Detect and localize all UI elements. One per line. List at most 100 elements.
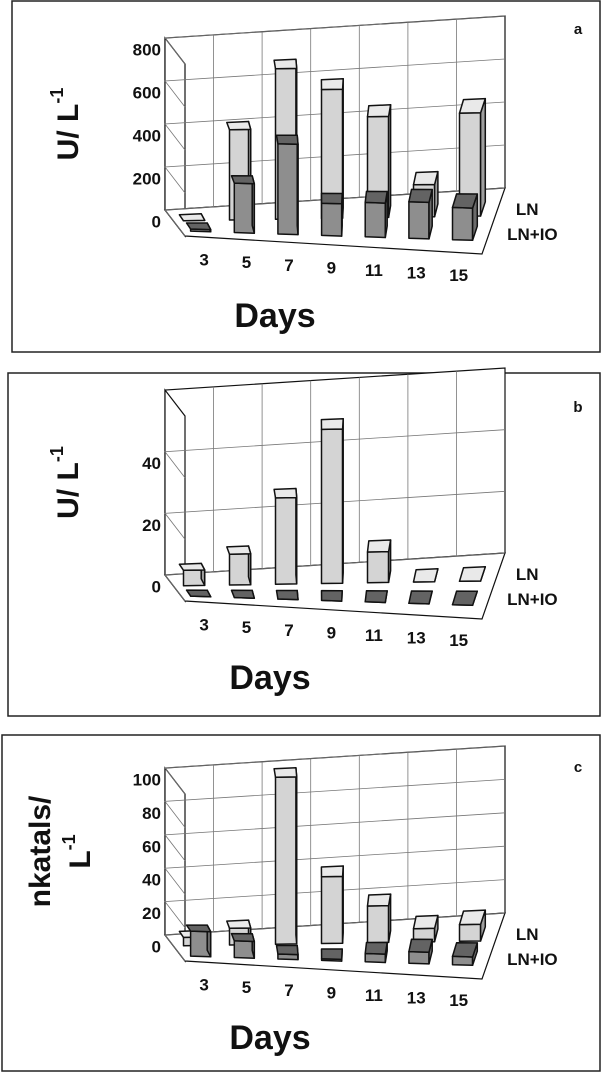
bar — [230, 175, 256, 234]
bar — [178, 213, 206, 222]
bar-top — [273, 487, 298, 499]
bar — [458, 909, 487, 943]
x-tick-label: 7 — [284, 256, 293, 275]
x-tick-label: 15 — [449, 991, 468, 1010]
legend-label: LN+IO — [507, 225, 558, 244]
y-axis-label-text: U/ L — [52, 462, 85, 519]
bar-top — [320, 589, 343, 602]
bar-top — [364, 941, 388, 955]
x-tick-label: 5 — [242, 978, 251, 997]
bar-top — [458, 909, 487, 926]
x-tick-label: 13 — [407, 988, 426, 1007]
bar-top — [320, 417, 344, 431]
bar-side — [341, 865, 344, 944]
bar-front — [366, 550, 390, 584]
y-tick-label: 40 — [142, 871, 161, 890]
bar — [185, 924, 212, 958]
panel-label: a — [574, 21, 583, 38]
bar-top — [320, 948, 343, 961]
grid-line — [164, 490, 506, 540]
y-tick-label: 20 — [142, 904, 161, 923]
x-axis-label: Days — [234, 297, 315, 335]
grid-line — [164, 745, 506, 795]
bar-front — [277, 142, 299, 236]
bar — [185, 222, 212, 233]
grid-line — [164, 552, 506, 602]
legend-label: LN+IO — [507, 950, 558, 969]
bar-front — [366, 904, 390, 944]
y-tick-label: 400 — [133, 126, 161, 145]
legend-label: LN — [516, 565, 539, 584]
x-tick-label: 13 — [407, 628, 426, 647]
bar-front — [233, 182, 256, 234]
y-axis-label-text: L — [64, 850, 97, 868]
x-tick-label: 11 — [365, 986, 383, 1005]
x-tick-label: 9 — [327, 983, 336, 1002]
y-axis-label-text: U/ L — [52, 104, 85, 161]
bar-top — [275, 944, 299, 956]
grid-line — [164, 912, 506, 962]
y-axis-label-sup: -1 — [47, 446, 67, 462]
bar — [364, 190, 388, 239]
y-axis-label: L-1 — [59, 834, 97, 868]
bar-top — [366, 104, 392, 118]
bar-front — [320, 202, 343, 237]
bar-top — [408, 938, 433, 953]
bar — [364, 590, 388, 604]
y-tick-label: 200 — [133, 169, 161, 188]
bar-front — [458, 923, 482, 943]
bar-top — [226, 120, 252, 131]
bar-top — [451, 193, 479, 209]
bar-front — [408, 200, 430, 240]
bar — [230, 589, 256, 599]
bar-front — [320, 875, 344, 945]
y-tick-label: 40 — [142, 454, 161, 473]
panel-frame — [11, 0, 601, 353]
bar-top — [320, 192, 343, 205]
bar — [178, 562, 206, 587]
x-tick-label: 11 — [365, 261, 383, 280]
x-tick-label: 7 — [284, 621, 293, 640]
bar-top — [408, 188, 433, 204]
grid-line — [164, 845, 506, 895]
x-tick-label: 15 — [449, 266, 468, 285]
bar — [230, 932, 256, 959]
bar-top — [230, 175, 256, 185]
panel-label: b — [573, 399, 582, 416]
grid-line — [164, 812, 506, 862]
grid-line — [164, 429, 506, 478]
x-tick-label: 7 — [284, 981, 293, 1000]
bar-top — [226, 545, 252, 555]
grid-line — [164, 101, 506, 151]
bar — [408, 188, 433, 240]
bar-front — [408, 950, 430, 965]
bar — [320, 865, 344, 945]
y-tick-label: 100 — [133, 770, 161, 789]
bar-side — [387, 104, 392, 219]
bar-top — [366, 539, 392, 553]
y-axis-label-sup: -1 — [47, 88, 67, 104]
bar — [273, 487, 298, 586]
bar-front — [364, 952, 387, 964]
bar-top — [458, 97, 487, 114]
panel-frame — [7, 372, 601, 717]
x-axis-label: Days — [229, 659, 310, 697]
bar-side — [295, 487, 298, 585]
x-tick-label: 13 — [407, 263, 426, 282]
bar-top — [226, 919, 252, 930]
bar — [458, 97, 487, 218]
bar-top — [366, 893, 392, 907]
bar — [412, 914, 439, 943]
bar-top — [178, 213, 206, 222]
bar — [366, 539, 392, 584]
bar-side — [341, 417, 344, 584]
bar — [366, 893, 392, 944]
legend-label: LN — [516, 200, 539, 219]
y-axis-label-text: nkatals/ — [24, 795, 57, 907]
x-tick-label: 5 — [242, 618, 251, 637]
y-tick-label: 60 — [142, 837, 161, 856]
bar — [275, 589, 299, 601]
x-tick-label: 5 — [242, 253, 251, 272]
bar-top — [364, 590, 388, 604]
bar-top — [412, 568, 439, 583]
